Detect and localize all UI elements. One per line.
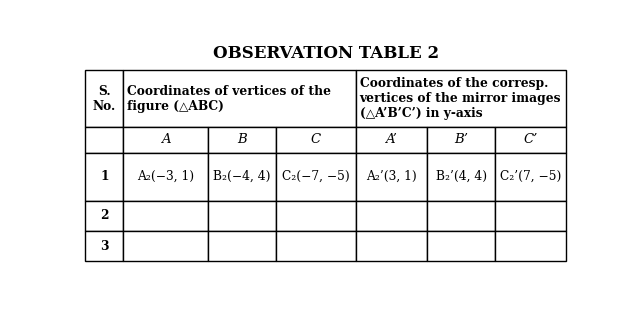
Text: 1: 1	[100, 170, 109, 183]
Text: 3: 3	[100, 240, 109, 253]
Bar	[427, 127, 495, 153]
Bar	[85, 70, 123, 127]
Bar	[495, 201, 567, 231]
Bar	[208, 127, 276, 153]
Bar	[208, 201, 276, 231]
Text: Coordinates of vertices of the
figure (△ABC): Coordinates of vertices of the figure (△…	[127, 85, 331, 113]
Bar	[495, 231, 567, 261]
Bar	[85, 231, 123, 261]
Bar	[356, 70, 567, 127]
Bar	[427, 201, 495, 231]
Text: C: C	[311, 133, 321, 146]
Bar	[427, 153, 495, 201]
Bar	[495, 127, 567, 153]
Text: A₂’(3, 1): A₂’(3, 1)	[366, 170, 417, 183]
Bar	[356, 201, 427, 231]
Bar	[356, 231, 427, 261]
Text: C₂’(7, −5): C₂’(7, −5)	[500, 170, 562, 183]
Text: S.
No.: S. No.	[93, 85, 116, 113]
Bar	[85, 127, 123, 153]
Text: A: A	[161, 133, 170, 146]
Bar	[356, 127, 427, 153]
Bar	[356, 153, 427, 201]
Text: B₂(−4, 4): B₂(−4, 4)	[213, 170, 271, 183]
Bar	[123, 201, 208, 231]
Bar	[208, 231, 276, 261]
Bar	[495, 153, 567, 201]
Text: Coordinates of the corresp.
vertices of the mirror images
(△A’B’C’) in y-axis: Coordinates of the corresp. vertices of …	[360, 77, 561, 120]
Bar	[427, 231, 495, 261]
Text: B₂’(4, 4): B₂’(4, 4)	[436, 170, 487, 183]
Bar	[123, 127, 208, 153]
Bar	[276, 231, 356, 261]
Bar	[123, 231, 208, 261]
Text: A’: A’	[385, 133, 398, 146]
Text: A₂(−3, 1): A₂(−3, 1)	[137, 170, 194, 183]
Text: OBSERVATION TABLE 2: OBSERVATION TABLE 2	[213, 45, 439, 62]
Text: B’: B’	[454, 133, 468, 146]
Bar	[276, 153, 356, 201]
Bar	[123, 70, 356, 127]
Bar	[85, 153, 123, 201]
Bar	[85, 201, 123, 231]
Text: B: B	[237, 133, 247, 146]
Bar	[208, 153, 276, 201]
Bar	[123, 153, 208, 201]
Text: C₂(−7, −5): C₂(−7, −5)	[282, 170, 350, 183]
Text: 2: 2	[100, 209, 109, 223]
Bar	[276, 201, 356, 231]
Text: C’: C’	[523, 133, 538, 146]
Bar	[276, 127, 356, 153]
